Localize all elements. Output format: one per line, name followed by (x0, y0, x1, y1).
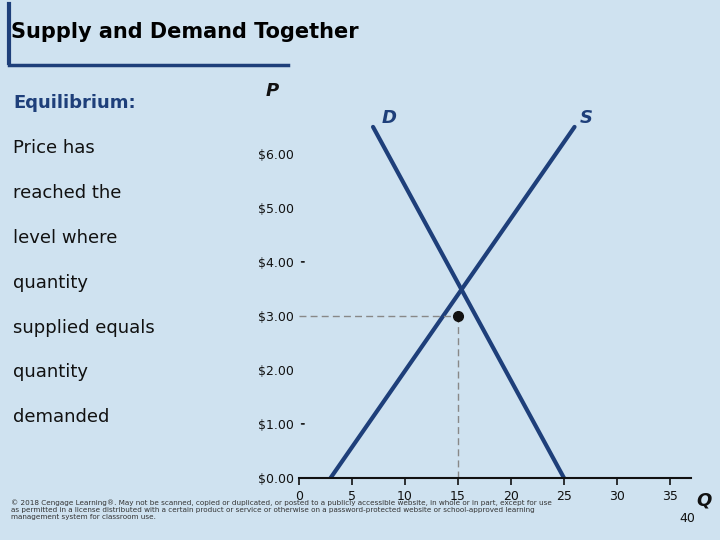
Text: © 2018 Cengage Learning®. May not be scanned, copied or duplicated, or posted to: © 2018 Cengage Learning®. May not be sca… (11, 500, 552, 520)
Text: reached the: reached the (13, 184, 122, 202)
Text: D: D (382, 109, 397, 127)
Text: quantity: quantity (13, 363, 88, 381)
Text: Price has: Price has (13, 139, 95, 157)
Text: supplied equals: supplied equals (13, 319, 155, 336)
Text: quantity: quantity (13, 274, 88, 292)
Text: Equilibrium:: Equilibrium: (13, 94, 135, 112)
Text: Q: Q (696, 491, 712, 509)
Text: S: S (580, 109, 593, 127)
Text: level where: level where (13, 229, 117, 247)
Text: Supply and Demand Together: Supply and Demand Together (11, 22, 359, 42)
Text: P: P (266, 82, 279, 100)
Text: demanded: demanded (13, 408, 109, 426)
Text: 40: 40 (679, 512, 695, 525)
